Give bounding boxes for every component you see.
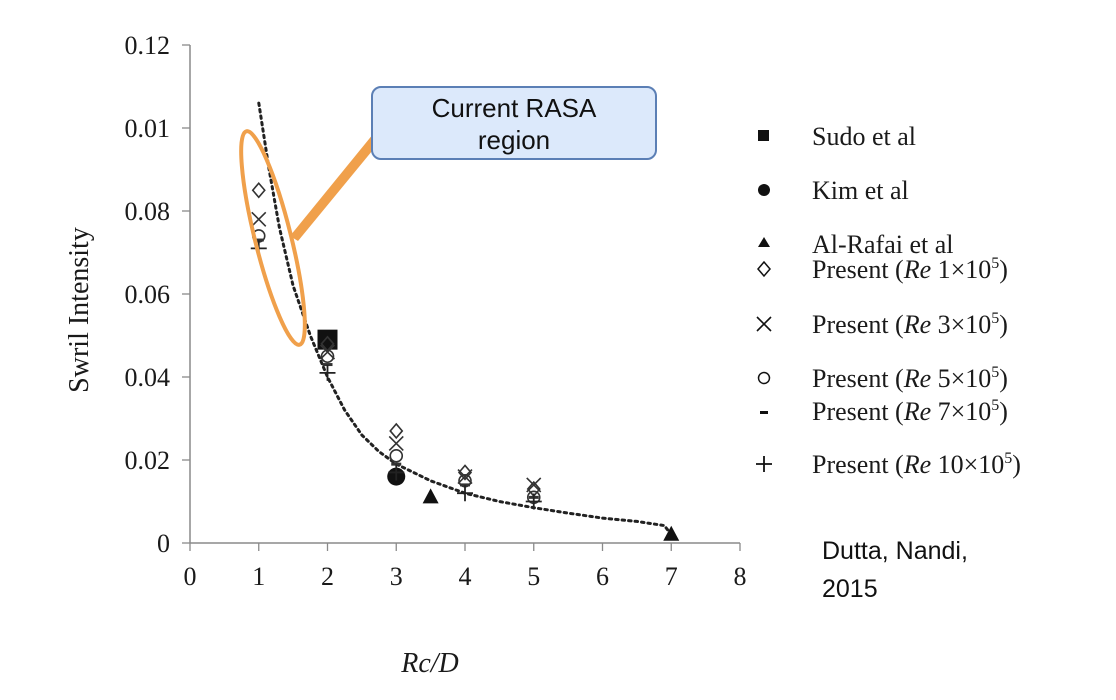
x-tick-label: 3 bbox=[390, 562, 403, 591]
present-re10-point bbox=[525, 493, 542, 510]
legend-item: Present (Re 10×105) bbox=[756, 450, 1021, 479]
y-tick-label: 0.04 bbox=[125, 363, 171, 392]
filled-triangle-marker bbox=[758, 237, 770, 247]
legend-item: Present (Re 3×105) bbox=[756, 310, 1008, 339]
legend-label: Kim et al bbox=[812, 176, 909, 205]
present-re10-point bbox=[388, 464, 405, 481]
x-tick-label: 8 bbox=[734, 562, 747, 591]
present-re3-point bbox=[457, 469, 473, 485]
present-re10-point bbox=[457, 485, 473, 502]
tick-labels: 0 1 2 3 4 5 6 7 8 0 0.02 0.04 0.06 0.08 0.01 0.12 bbox=[125, 31, 747, 591]
cross-x-marker bbox=[756, 316, 772, 332]
legend: Sudo et al Kim et al Al-Rafai et al Pres… bbox=[756, 122, 1021, 479]
legend-item: Kim et al bbox=[758, 176, 909, 205]
filled-square-marker bbox=[758, 130, 769, 141]
present-re5-point bbox=[389, 449, 404, 463]
present-re10-point bbox=[319, 364, 336, 381]
filled-circle-marker bbox=[758, 184, 770, 196]
present-re1-point bbox=[457, 464, 473, 481]
x-tick-label: 1 bbox=[252, 562, 265, 591]
x-tick-label: 6 bbox=[596, 562, 609, 591]
legend-item: Al-Rafai et al bbox=[758, 230, 954, 259]
present-re5-point bbox=[320, 349, 335, 364]
legend-label: Present (Re 7×105) bbox=[812, 397, 1008, 426]
present-re1-point bbox=[389, 422, 404, 440]
y-tick-label: 0.02 bbox=[125, 446, 171, 475]
present-re7-point bbox=[460, 483, 470, 487]
al-rafai-point bbox=[422, 488, 439, 504]
legend-item: Present (Re 1×105) bbox=[757, 255, 1008, 284]
trendline bbox=[257, 101, 673, 537]
trendline-path bbox=[257, 101, 673, 537]
data-points bbox=[250, 182, 680, 541]
legend-label: Present (Re 1×105) bbox=[812, 255, 1008, 284]
present-re3-point bbox=[319, 344, 336, 360]
legend-item: Present (Re 5×105) bbox=[757, 364, 1008, 393]
citation-line-1: Dutta, Nandi, bbox=[822, 537, 968, 565]
present-re3-point bbox=[526, 477, 542, 493]
highlight-ellipse bbox=[239, 129, 307, 347]
callout: Current RASA region bbox=[239, 86, 657, 347]
legend-label: Present (Re 3×105) bbox=[812, 310, 1008, 339]
y-axis-title: Swril Intensity bbox=[64, 227, 95, 393]
sudo-point bbox=[317, 329, 338, 350]
present-re3-point bbox=[388, 435, 404, 451]
legend-label: Sudo et al bbox=[812, 122, 916, 151]
x-tick-label: 7 bbox=[665, 562, 678, 591]
callout-box bbox=[371, 86, 657, 160]
present-re7-point bbox=[253, 238, 264, 242]
y-tick-label: 0.06 bbox=[125, 280, 171, 309]
x-tick-label: 2 bbox=[321, 562, 334, 591]
x-tick-label: 4 bbox=[459, 562, 472, 591]
y-tick-label: 0.12 bbox=[125, 31, 171, 60]
x-axis-title: Rc/D bbox=[400, 648, 459, 679]
x-tick-label: 0 bbox=[184, 562, 197, 591]
dash-marker bbox=[760, 411, 768, 414]
legend-label: Present (Re 5×105) bbox=[812, 364, 1008, 393]
callout-pointer bbox=[290, 128, 386, 241]
diamond-marker bbox=[757, 260, 771, 278]
axes bbox=[182, 44, 741, 551]
al-rafai-point bbox=[663, 525, 680, 541]
citation-line-2: 2015 bbox=[822, 575, 878, 603]
open-circle-marker bbox=[757, 371, 771, 385]
y-tick-label: 0.01 bbox=[125, 114, 171, 143]
present-re7-point bbox=[391, 462, 402, 466]
callout-line-2: region bbox=[478, 125, 550, 155]
x-tick-label: 5 bbox=[527, 562, 540, 591]
present-re7-point bbox=[322, 363, 333, 367]
present-re3-point bbox=[251, 211, 267, 227]
y-tick-label: 0.08 bbox=[125, 197, 171, 226]
legend-item: Sudo et al bbox=[758, 122, 916, 151]
present-re1-point bbox=[251, 182, 266, 199]
plus-marker bbox=[756, 456, 772, 472]
y-tick-label: 0 bbox=[157, 529, 170, 558]
legend-label: Present (Re 10×105) bbox=[812, 450, 1021, 479]
legend-item: Present (Re 7×105) bbox=[760, 397, 1008, 426]
legend-label: Al-Rafai et al bbox=[812, 230, 954, 259]
callout-line-1: Current RASA bbox=[432, 93, 597, 123]
